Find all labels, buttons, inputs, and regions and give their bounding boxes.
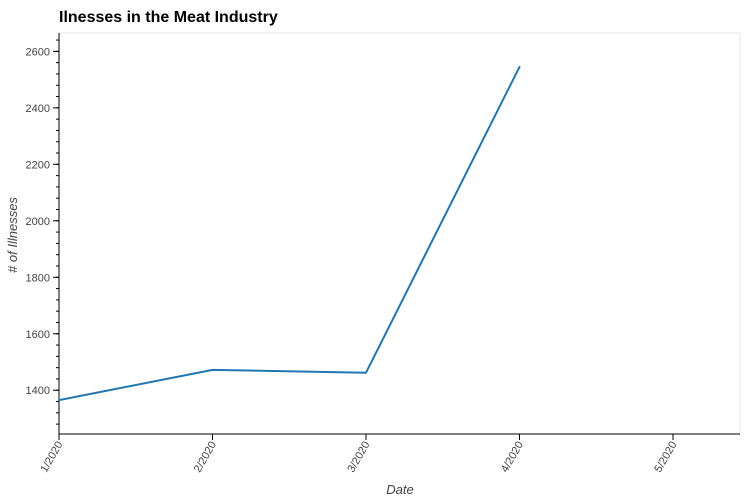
x-tick-label: 2/2020 [192,440,219,475]
y-tick-label: 1600 [26,329,50,341]
series-layer [58,65,521,402]
x-tick-label: 5/2020 [652,440,679,475]
y-tick-label: 1400 [26,385,50,397]
y-tick-label: 1800 [26,272,50,284]
x-tick-label: 4/2020 [499,440,526,475]
chart-title: Ilnesses in the Meat Industry [59,9,278,26]
series-line [58,65,521,402]
plot-frame [58,32,741,435]
x-axis: 1/2020 2/2020 3/2020 4/2020 5/2020 [38,433,740,475]
y-tick-label: 2200 [26,159,50,171]
x-axis-title: Date [386,482,413,497]
y-tick-label: 2600 [26,46,50,58]
y-tick-label: 2400 [26,103,50,115]
plot-border [58,32,741,435]
y-tick-label: 2000 [26,216,50,228]
y-axis: 1400 1600 1800 2000 2200 2400 2600 [26,33,60,434]
x-tick-label: 3/2020 [345,440,372,475]
y-axis-title: # of Illnesses [5,197,20,273]
x-tick-label: 1/2020 [38,440,65,475]
